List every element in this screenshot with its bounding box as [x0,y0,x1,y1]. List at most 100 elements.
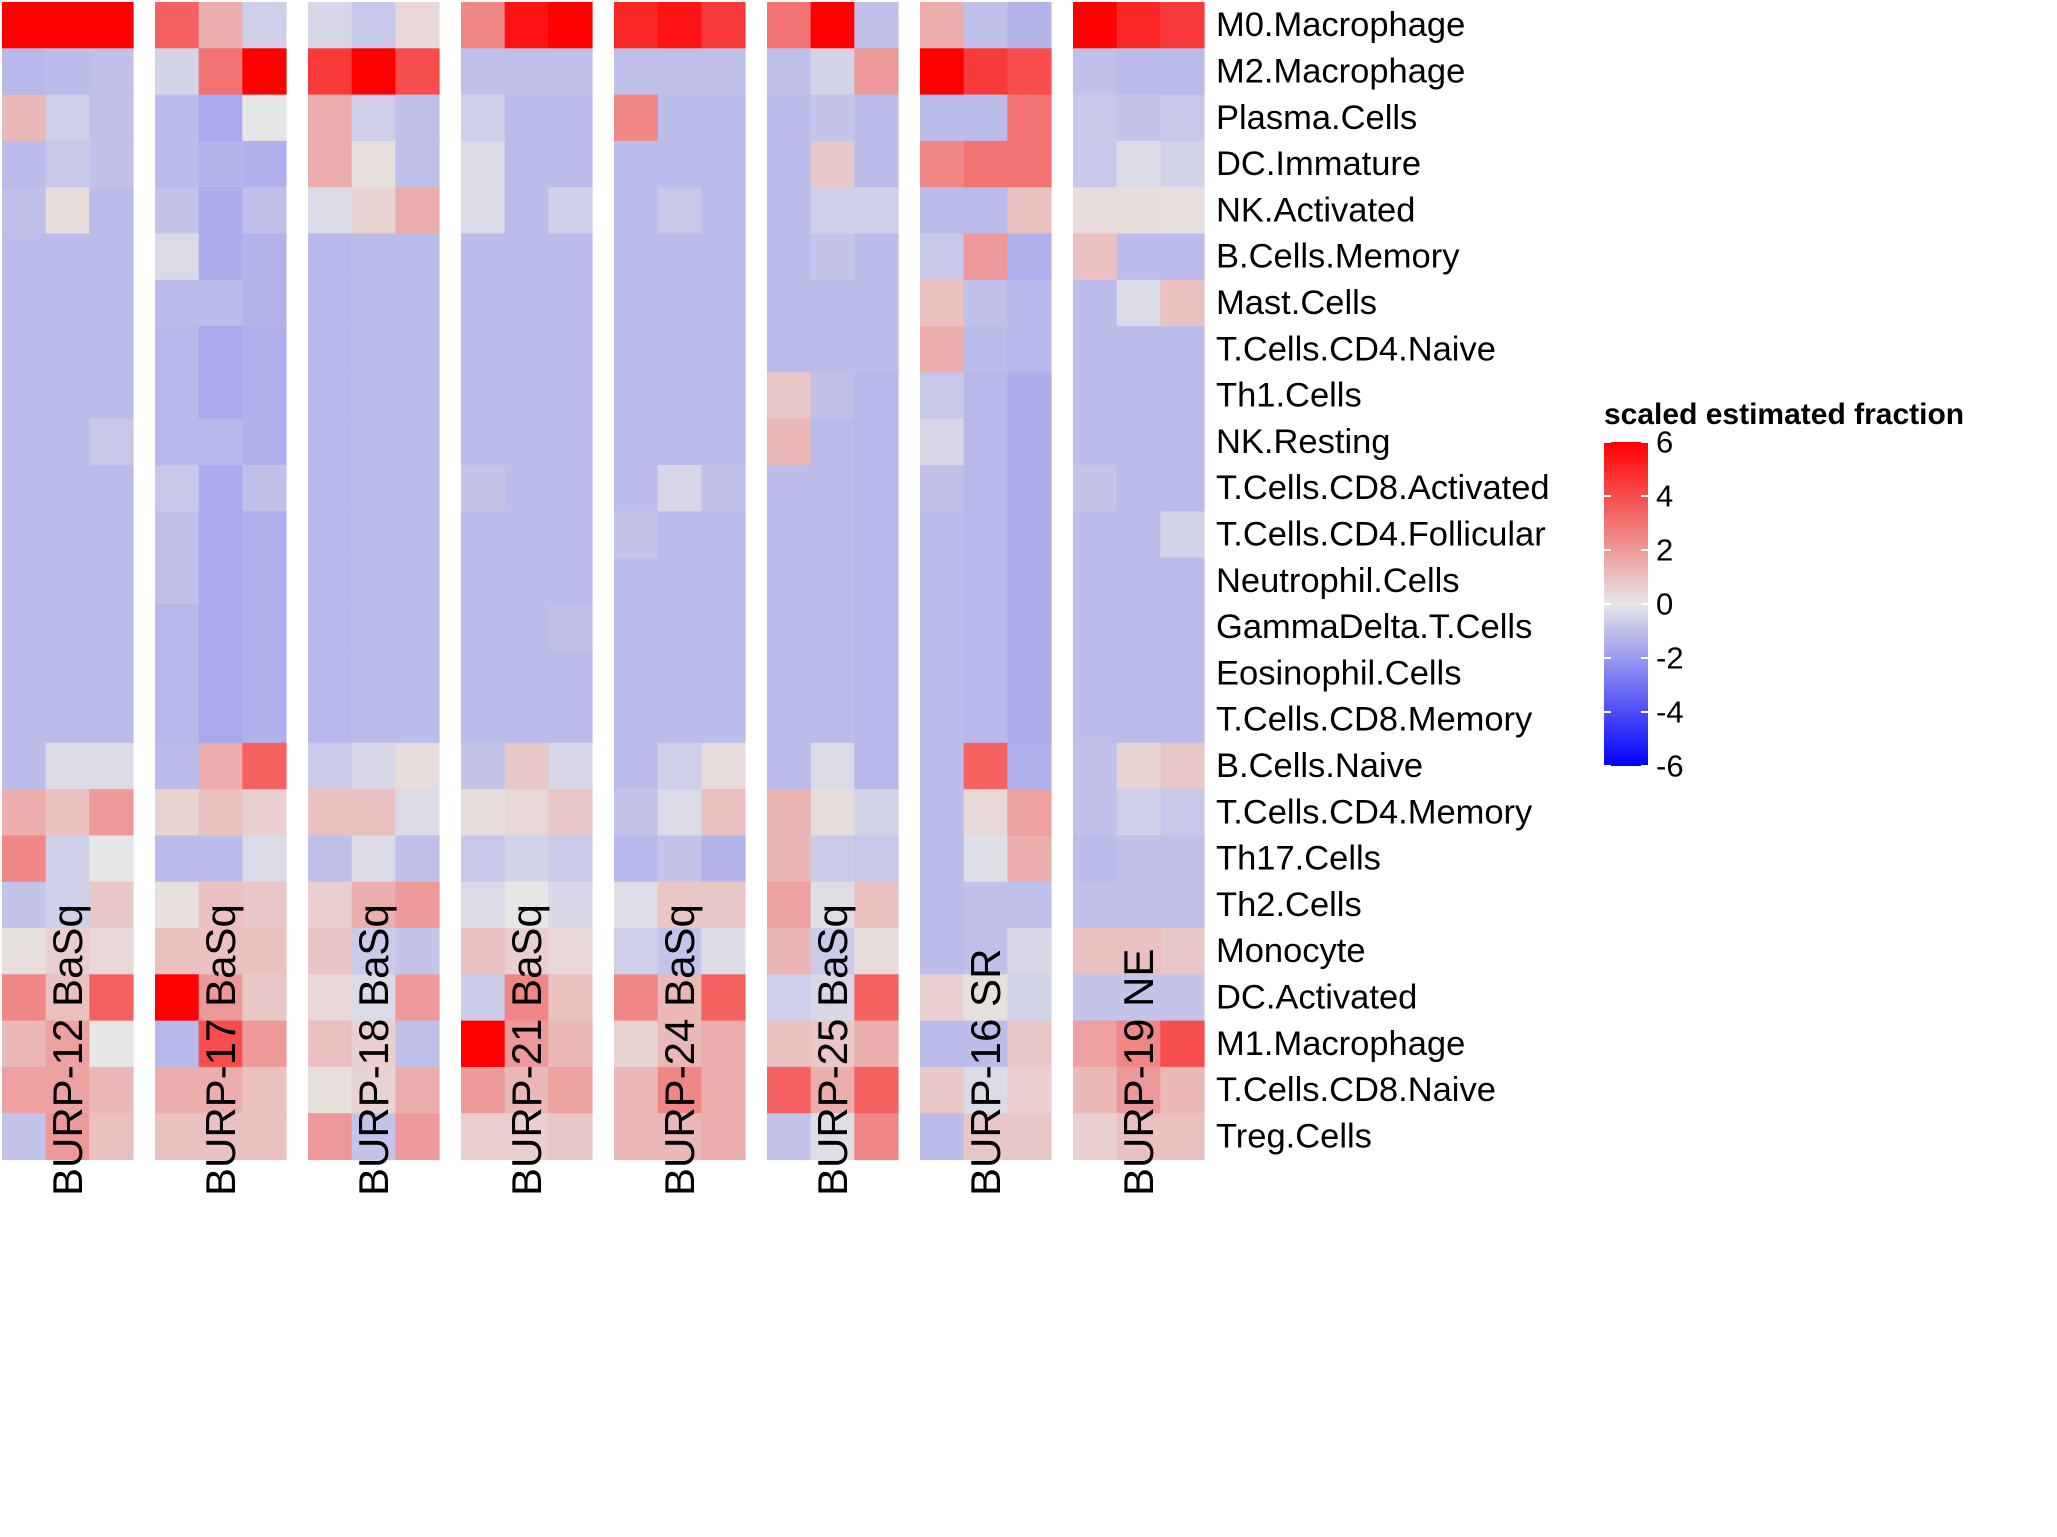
heatmap-cell [308,881,353,929]
heatmap-cell [1160,1066,1205,1114]
heatmap-cell [1007,140,1052,188]
heatmap-cell [461,557,506,605]
heatmap-cell [1160,94,1205,142]
heatmap-cell [810,881,855,929]
heatmap-cell [920,465,965,512]
heatmap-cell [461,881,506,929]
heatmap-cell [1007,1066,1052,1114]
heatmap-cell [351,326,396,373]
heatmap-cell [89,140,134,188]
heatmap-cell [351,1020,396,1068]
heatmap-cell [2,557,47,605]
heatmap-cell [701,557,746,605]
heatmap-cell [89,650,134,698]
heatmap-cell [614,1066,659,1114]
heatmap-cell [767,465,812,512]
heatmap-cell [854,2,899,49]
heatmap-cell [308,789,353,836]
heatmap-cell [351,2,396,49]
heatmap-cell [810,603,855,651]
heatmap-cell [1160,789,1205,836]
row-label: Neutrophil.Cells [1216,562,1460,600]
heatmap-cell [920,187,965,235]
heatmap-cell [45,372,90,420]
heatmap-cell [308,1113,353,1161]
heatmap-cell [395,696,440,744]
heatmap-cell [767,2,812,49]
heatmap-cell [1073,2,1118,49]
legend-tick-label: 4 [1656,479,1673,514]
heatmap-cell [614,1020,659,1068]
heatmap-cell [45,140,90,188]
heatmap-cell [920,279,965,327]
heatmap-cell [461,1113,506,1161]
heatmap-cell [45,557,90,605]
heatmap-cell [2,696,47,744]
heatmap-cell [1007,187,1052,235]
heatmap-cell [548,465,593,512]
heatmap-cell [395,94,440,142]
heatmap-cell [504,187,549,235]
heatmap-cell [242,603,287,651]
heatmap-cell [89,511,134,559]
heatmap-cell [767,835,812,883]
heatmap-cell [657,94,702,142]
heatmap-cell [308,696,353,744]
heatmap-cell [89,1020,134,1068]
heatmap-cell [308,140,353,188]
heatmap-cell [963,742,1008,790]
heatmap-cell [548,1020,593,1068]
heatmap-cell [963,928,1008,975]
heatmap-cell [1116,742,1161,790]
heatmap-cell [1073,789,1118,836]
heatmap-cell [767,603,812,651]
heatmap-cell [1073,187,1118,235]
heatmap-cell [395,48,440,96]
heatmap-cell [89,418,134,466]
heatmap-cell [351,789,396,836]
heatmap-cell [461,465,506,512]
heatmap-cell [395,603,440,651]
row-label: T.Cells.CD8.Activated [1216,469,1550,507]
heatmap-cell [1073,742,1118,790]
heatmap-cell [89,94,134,142]
heatmap-cell [461,603,506,651]
heatmap-cell [548,881,593,929]
heatmap-cell [308,233,353,281]
heatmap-cell [548,650,593,698]
heatmap-cell [1116,557,1161,605]
heatmap-cell [504,650,549,698]
heatmap-cell [810,140,855,188]
heatmap-cell [701,928,746,975]
heatmap-cell [657,233,702,281]
heatmap-cell [1160,2,1205,49]
heatmap-cell [198,1020,243,1068]
heatmap-cell [810,48,855,96]
heatmap-cell [504,742,549,790]
heatmap-cell [614,140,659,188]
heatmap-cell [504,140,549,188]
heatmap-cell [308,511,353,559]
heatmap-cell [1073,835,1118,883]
column-group-label: BURP-24 BaSq [656,904,703,1196]
heatmap-cell [242,928,287,975]
heatmap-cell [504,835,549,883]
heatmap-cell [1007,1020,1052,1068]
heatmap-cell [701,48,746,96]
heatmap-cell [45,233,90,281]
heatmap-cell [155,1113,200,1161]
heatmap-cell [767,974,812,1022]
heatmap-cell [854,187,899,235]
heatmap-cell [657,326,702,373]
heatmap-cell [614,372,659,420]
heatmap-cell [45,1066,90,1114]
heatmap-cell [963,1020,1008,1068]
heatmap-cell [920,326,965,373]
heatmap-cell [1116,1020,1161,1068]
heatmap-cell [920,881,965,929]
heatmap-cell [45,187,90,235]
heatmap-cell [810,94,855,142]
heatmap-cell [155,279,200,327]
heatmap-cell [1116,233,1161,281]
heatmap-cell [657,372,702,420]
